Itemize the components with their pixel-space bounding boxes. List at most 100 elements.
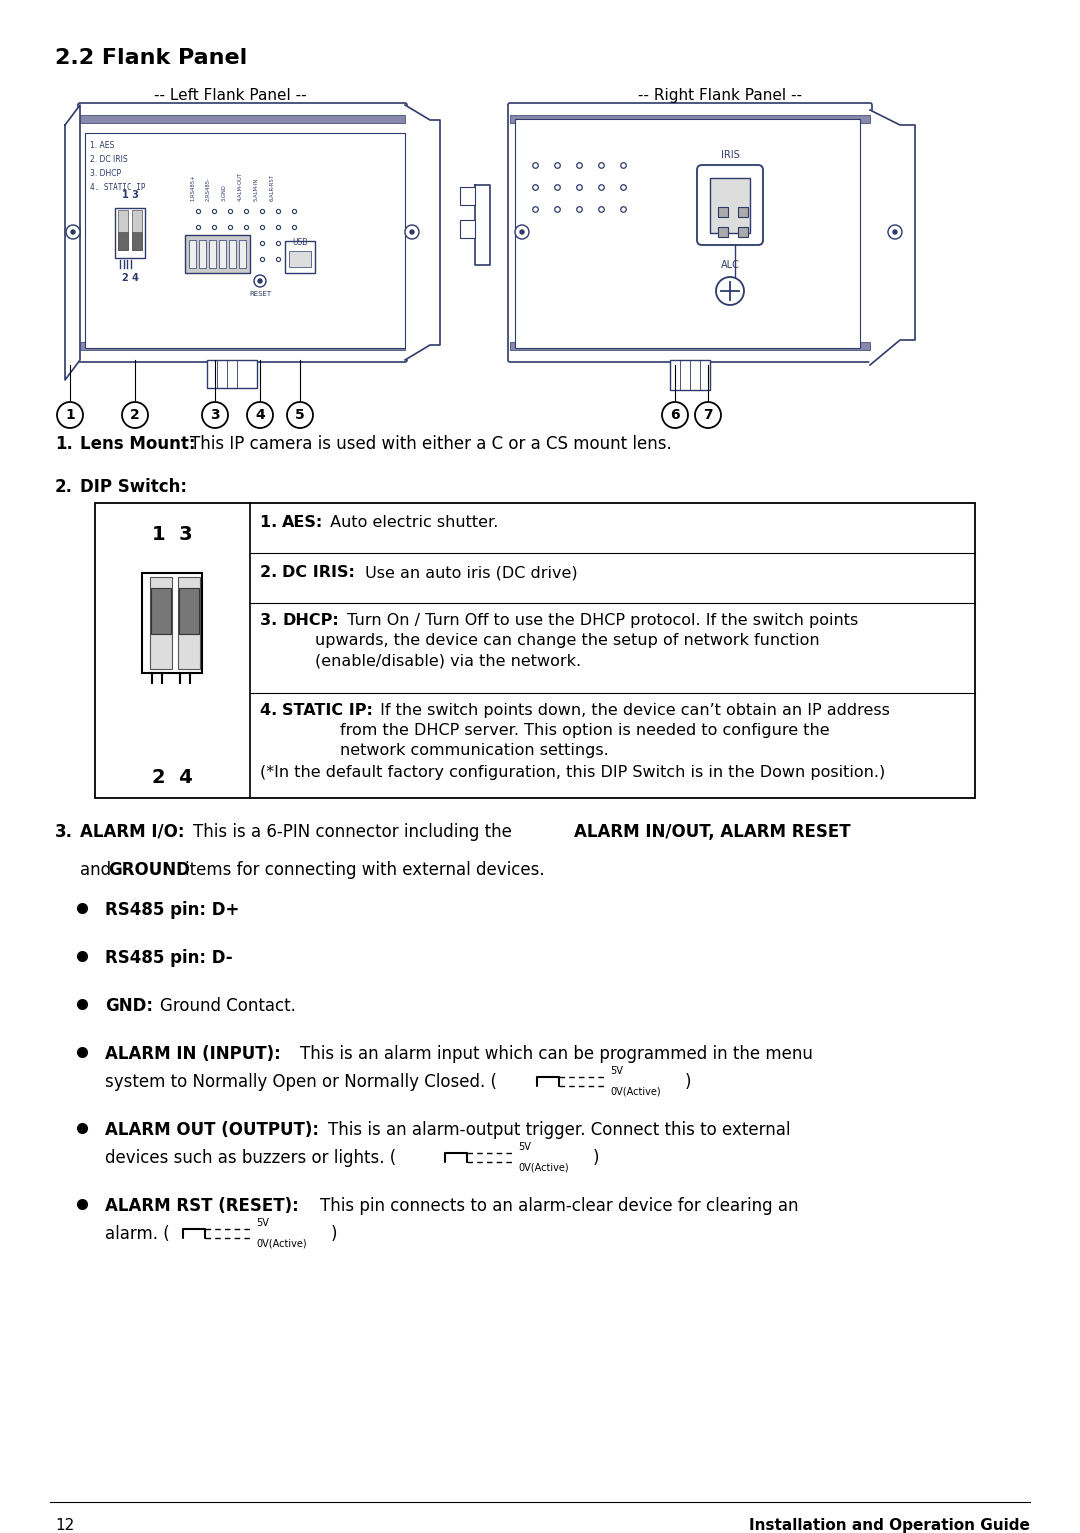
Bar	[185, 235, 249, 273]
Text: 5: 5	[295, 408, 305, 422]
Text: 3. DHCP: 3. DHCP	[90, 169, 121, 178]
Text: 0V(Active): 0V(Active)	[610, 1087, 661, 1098]
Bar	[189, 241, 195, 268]
Polygon shape	[475, 185, 490, 265]
Text: items for connecting with external devices.: items for connecting with external devic…	[185, 862, 544, 878]
Text: 5V: 5V	[610, 1065, 623, 1076]
Bar	[738, 227, 748, 238]
Text: Lens Mount:: Lens Mount:	[80, 435, 195, 452]
Bar	[141, 573, 202, 673]
Text: RS485 pin: D-: RS485 pin: D-	[105, 949, 232, 967]
Circle shape	[888, 225, 902, 239]
Bar	[289, 251, 311, 267]
Bar	[150, 576, 172, 668]
Bar	[510, 115, 870, 123]
Text: 2. DC IRIS: 2. DC IRIS	[90, 155, 127, 164]
Bar	[510, 342, 870, 350]
Text: This pin connects to an alarm-clear device for clearing an: This pin connects to an alarm-clear devi…	[320, 1197, 798, 1216]
Text: 1.: 1.	[55, 435, 72, 452]
Text: Ground Contact.: Ground Contact.	[160, 996, 296, 1015]
Text: ALC: ALC	[720, 261, 740, 270]
Text: and: and	[80, 862, 117, 878]
Circle shape	[57, 402, 83, 428]
Text: 7: 7	[703, 408, 713, 422]
Text: AES:: AES:	[282, 515, 323, 530]
Text: 4: 4	[255, 408, 265, 422]
FancyBboxPatch shape	[508, 103, 872, 362]
Text: network communication settings.: network communication settings.	[340, 744, 609, 757]
Bar	[118, 210, 129, 250]
Circle shape	[254, 274, 266, 287]
Text: devices such as buzzers or lights. (: devices such as buzzers or lights. (	[105, 1150, 396, 1167]
Bar	[132, 210, 141, 250]
Text: 1. AES: 1. AES	[90, 141, 114, 150]
Text: RS485 pin: D+: RS485 pin: D+	[105, 901, 240, 918]
Polygon shape	[870, 110, 915, 365]
Circle shape	[519, 230, 524, 235]
Bar	[80, 115, 405, 123]
Text: 4.ALM-OUT: 4.ALM-OUT	[238, 172, 243, 201]
Bar	[178, 576, 200, 668]
Text: ): )	[330, 1225, 337, 1243]
Text: 2  4: 2 4	[151, 768, 192, 786]
Text: RESET: RESET	[248, 291, 271, 297]
Text: 5V: 5V	[256, 1219, 269, 1228]
Text: Auto electric shutter.: Auto electric shutter.	[325, 515, 498, 530]
Text: 5V: 5V	[518, 1142, 531, 1151]
Text: 2.2 Flank Panel: 2.2 Flank Panel	[55, 48, 247, 67]
Text: -- Right Flank Panel --: -- Right Flank Panel --	[638, 87, 802, 103]
Text: 3: 3	[211, 408, 220, 422]
Text: 0V(Active): 0V(Active)	[518, 1164, 569, 1173]
Circle shape	[122, 402, 148, 428]
Bar	[80, 342, 405, 350]
Polygon shape	[405, 104, 440, 360]
Circle shape	[405, 225, 419, 239]
Text: IRIS: IRIS	[720, 150, 740, 159]
Text: GROUND: GROUND	[108, 862, 190, 878]
Circle shape	[662, 402, 688, 428]
FancyBboxPatch shape	[78, 103, 407, 362]
Circle shape	[410, 230, 414, 235]
Bar	[151, 589, 171, 635]
Text: ALARM OUT (OUTPUT):: ALARM OUT (OUTPUT):	[105, 1121, 319, 1139]
Text: 6: 6	[671, 408, 679, 422]
Circle shape	[71, 230, 75, 235]
Text: (*In the default factory configuration, this DIP Switch is in the Down position.: (*In the default factory configuration, …	[260, 765, 886, 780]
Text: 2.: 2.	[260, 566, 283, 579]
Circle shape	[202, 402, 228, 428]
FancyBboxPatch shape	[697, 166, 762, 245]
Text: 4.: 4.	[260, 704, 283, 717]
Circle shape	[287, 402, 313, 428]
Text: 1: 1	[65, 408, 75, 422]
Text: This is an alarm input which can be programmed in the menu: This is an alarm input which can be prog…	[300, 1046, 813, 1062]
Bar	[239, 241, 246, 268]
Text: ALARM IN (INPUT):: ALARM IN (INPUT):	[105, 1046, 281, 1062]
Text: 4. STATIC IP: 4. STATIC IP	[90, 182, 146, 192]
Text: STATIC IP:: STATIC IP:	[282, 704, 373, 717]
Bar	[179, 589, 199, 635]
Circle shape	[258, 279, 262, 284]
Bar	[95, 503, 975, 799]
Text: 12: 12	[55, 1518, 75, 1533]
Text: ): )	[593, 1150, 599, 1167]
Text: (enable/disable) via the network.: (enable/disable) via the network.	[315, 653, 581, 668]
Text: alarm. (: alarm. (	[105, 1225, 170, 1243]
Circle shape	[893, 230, 897, 235]
Bar	[118, 231, 129, 250]
Text: ALARM RST (RESET):: ALARM RST (RESET):	[105, 1197, 299, 1216]
Text: ALARM I/O:: ALARM I/O:	[80, 823, 185, 842]
Text: -- Left Flank Panel --: -- Left Flank Panel --	[153, 87, 307, 103]
Text: This IP camera is used with either a C or a CS mount lens.: This IP camera is used with either a C o…	[190, 435, 672, 452]
Circle shape	[716, 277, 744, 305]
Text: ALARM IN/OUT, ALARM RESET: ALARM IN/OUT, ALARM RESET	[573, 823, 851, 842]
Circle shape	[66, 225, 80, 239]
Text: Use an auto iris (DC drive): Use an auto iris (DC drive)	[360, 566, 578, 579]
Bar	[85, 133, 405, 348]
Bar	[219, 241, 226, 268]
Text: 2 4: 2 4	[122, 273, 138, 284]
Text: DC IRIS:: DC IRIS:	[282, 566, 355, 579]
Circle shape	[696, 402, 721, 428]
Bar	[114, 208, 145, 258]
Text: USB: USB	[293, 238, 308, 247]
Text: This is an alarm-output trigger. Connect this to external: This is an alarm-output trigger. Connect…	[328, 1121, 791, 1139]
